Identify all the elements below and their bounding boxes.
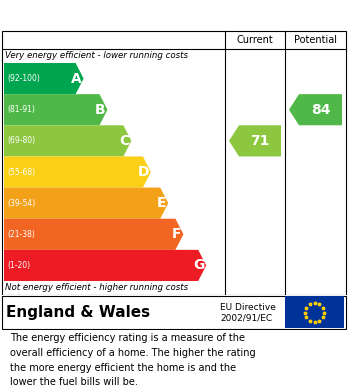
Polygon shape xyxy=(4,63,84,94)
Polygon shape xyxy=(4,188,168,219)
Text: Current: Current xyxy=(237,35,274,45)
Text: EU Directive
2002/91/EC: EU Directive 2002/91/EC xyxy=(220,303,276,322)
Text: (55-68): (55-68) xyxy=(7,167,35,176)
Text: (39-54): (39-54) xyxy=(7,199,35,208)
Text: Very energy efficient - lower running costs: Very energy efficient - lower running co… xyxy=(5,52,188,61)
Text: (81-91): (81-91) xyxy=(7,105,35,114)
Text: Not energy efficient - higher running costs: Not energy efficient - higher running co… xyxy=(5,283,188,292)
Text: A: A xyxy=(71,72,82,86)
Text: Energy Efficiency Rating: Energy Efficiency Rating xyxy=(10,7,213,23)
Text: 71: 71 xyxy=(250,134,270,148)
Text: (21-38): (21-38) xyxy=(7,230,35,239)
Text: C: C xyxy=(119,134,129,148)
Polygon shape xyxy=(4,125,131,156)
Polygon shape xyxy=(289,94,342,125)
Text: D: D xyxy=(137,165,149,179)
Text: E: E xyxy=(157,196,166,210)
Polygon shape xyxy=(4,250,206,281)
Text: G: G xyxy=(193,258,204,273)
Text: F: F xyxy=(172,227,181,241)
Text: (69-80): (69-80) xyxy=(7,136,35,145)
Text: (92-100): (92-100) xyxy=(7,74,40,83)
Polygon shape xyxy=(4,156,151,188)
Text: England & Wales: England & Wales xyxy=(6,305,150,320)
Text: (1-20): (1-20) xyxy=(7,261,30,270)
Text: B: B xyxy=(95,103,105,117)
Text: 84: 84 xyxy=(311,103,330,117)
Text: The energy efficiency rating is a measure of the
overall efficiency of a home. T: The energy efficiency rating is a measur… xyxy=(10,333,256,387)
Text: Potential: Potential xyxy=(294,35,337,45)
Polygon shape xyxy=(229,125,281,156)
Polygon shape xyxy=(4,94,108,125)
Bar xyxy=(285,296,344,328)
Polygon shape xyxy=(4,219,183,250)
